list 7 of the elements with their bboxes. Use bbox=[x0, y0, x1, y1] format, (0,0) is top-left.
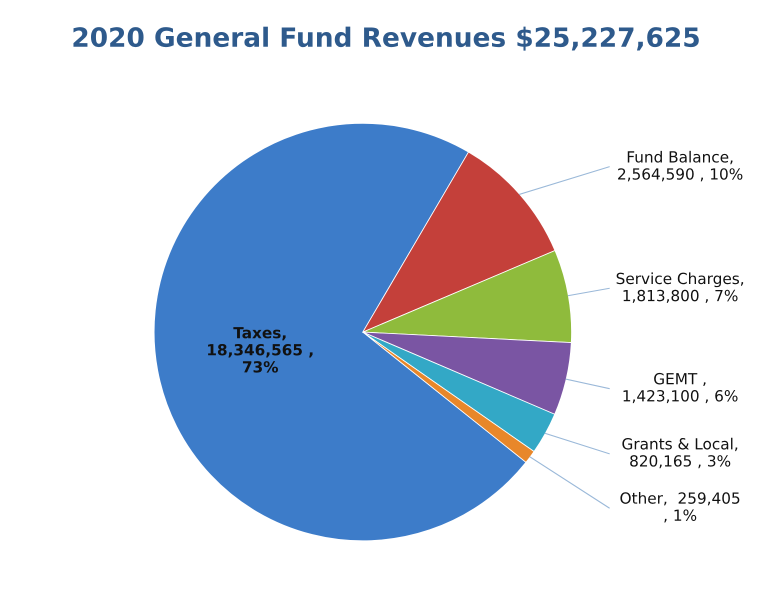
slice-label: Other, 259,405 , 1% bbox=[620, 492, 740, 523]
slice-label: Fund Balance, 2,564,590 , 10% bbox=[618, 150, 742, 182]
slice-label: Service Charges, 1,813,800 , 7% bbox=[616, 272, 744, 303]
slice-label: Taxes, 18,346,565 , 73% bbox=[208, 327, 313, 373]
slice-label: Grants & Local, 820,165 , 3% bbox=[622, 438, 738, 468]
chart-title: 2020 General Fund Revenues $25,227,625 bbox=[73, 26, 699, 51]
slice-label: GEMT , 1,423,100 , 6% bbox=[624, 372, 738, 404]
